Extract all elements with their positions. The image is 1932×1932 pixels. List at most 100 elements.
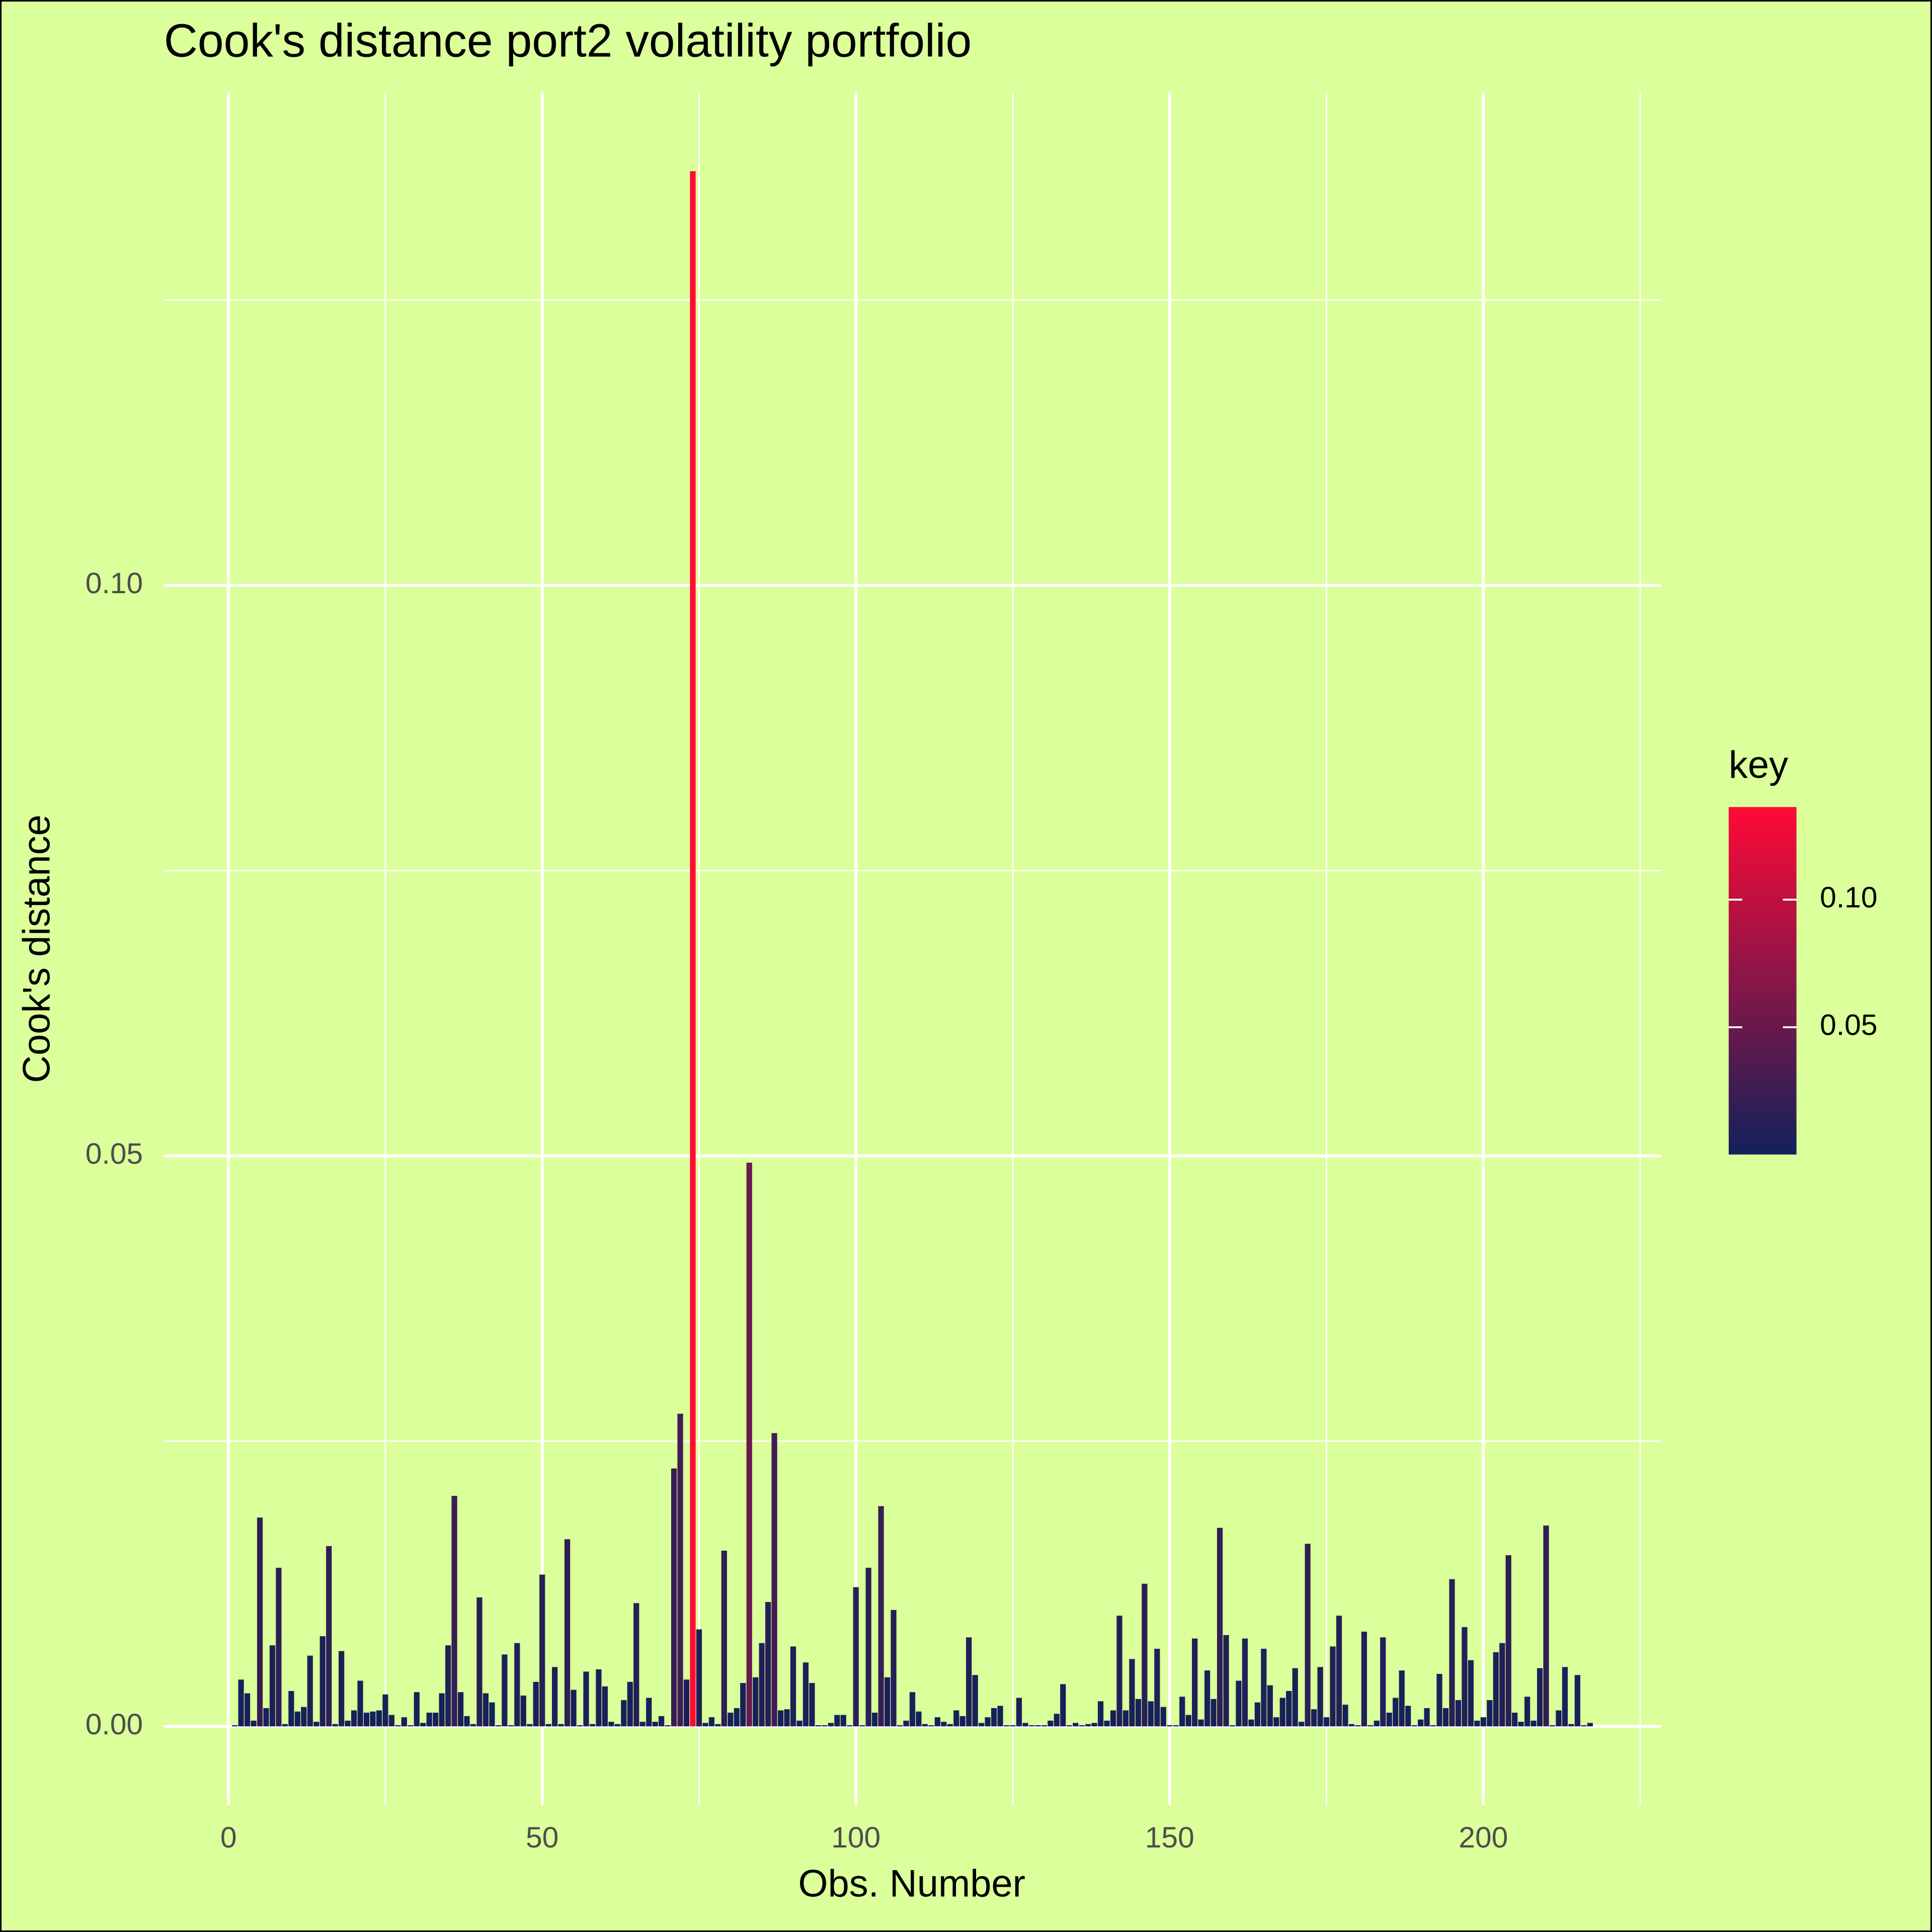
bar xyxy=(1417,1719,1424,1727)
y-tick-label: 0.05 xyxy=(86,1138,143,1170)
bar xyxy=(1474,1720,1480,1727)
bar xyxy=(1267,1685,1273,1727)
bar xyxy=(269,1645,276,1727)
bar xyxy=(765,1602,771,1727)
bar xyxy=(433,1713,439,1727)
x-tick-label: 50 xyxy=(526,1821,558,1854)
bar xyxy=(1543,1525,1549,1727)
bar xyxy=(815,1725,822,1727)
bar xyxy=(451,1496,457,1727)
bar xyxy=(307,1655,313,1727)
bar xyxy=(1405,1706,1411,1727)
bar xyxy=(884,1677,891,1727)
bar xyxy=(759,1643,765,1727)
bar xyxy=(1185,1715,1191,1727)
bar xyxy=(589,1724,596,1727)
x-tick-label: 0 xyxy=(220,1821,237,1854)
bar xyxy=(1361,1632,1367,1727)
bar xyxy=(1254,1702,1260,1727)
bar xyxy=(351,1710,357,1727)
bar xyxy=(520,1696,526,1727)
bar xyxy=(495,1725,502,1727)
y-tick-label: 0.10 xyxy=(86,567,143,600)
bar xyxy=(646,1698,652,1727)
bar xyxy=(997,1706,1003,1727)
x-axis-title: Obs. Number xyxy=(798,1862,1025,1905)
bar xyxy=(1135,1699,1142,1727)
bar xyxy=(1073,1723,1079,1727)
bar xyxy=(1512,1713,1518,1727)
bar xyxy=(1424,1708,1430,1727)
bar xyxy=(1462,1627,1468,1727)
bar xyxy=(614,1724,620,1727)
bar xyxy=(1060,1684,1066,1727)
bar xyxy=(934,1717,940,1727)
bar xyxy=(1574,1675,1580,1727)
bar xyxy=(388,1715,395,1727)
bar xyxy=(1173,1725,1179,1727)
bar xyxy=(1299,1722,1305,1727)
bar xyxy=(1116,1616,1122,1727)
bar xyxy=(721,1551,727,1727)
bar xyxy=(1198,1719,1204,1727)
bar xyxy=(1336,1616,1342,1727)
bar xyxy=(840,1715,846,1727)
bar xyxy=(1305,1544,1311,1727)
bar xyxy=(527,1724,533,1727)
bar xyxy=(1261,1649,1267,1727)
bar xyxy=(1066,1725,1072,1727)
bar xyxy=(878,1506,884,1727)
bar xyxy=(596,1669,602,1727)
bar xyxy=(1010,1725,1016,1727)
bar xyxy=(238,1679,244,1727)
bar xyxy=(339,1651,345,1727)
bar xyxy=(1054,1714,1060,1727)
bar xyxy=(702,1723,708,1727)
bar xyxy=(1518,1722,1524,1727)
bar xyxy=(1581,1725,1587,1727)
bar xyxy=(1142,1583,1148,1727)
bar xyxy=(457,1692,464,1727)
x-tick-label: 100 xyxy=(831,1821,880,1854)
legend-tick-label: 0.05 xyxy=(1820,1009,1877,1041)
bar xyxy=(1499,1643,1505,1727)
bar xyxy=(1311,1709,1317,1727)
bar xyxy=(1279,1698,1285,1727)
bar xyxy=(972,1675,978,1727)
bar xyxy=(301,1707,307,1727)
bar xyxy=(1129,1659,1135,1727)
bar xyxy=(734,1708,740,1727)
legend-tick-label: 0.10 xyxy=(1820,881,1877,914)
bar xyxy=(659,1716,665,1727)
bar xyxy=(1097,1701,1104,1727)
bar xyxy=(1568,1724,1574,1727)
bar xyxy=(401,1717,407,1727)
chart-title: Cook's distance port2 volatility portfol… xyxy=(164,15,972,67)
bar xyxy=(445,1645,451,1727)
bar xyxy=(1531,1720,1537,1727)
bar xyxy=(1110,1710,1116,1727)
bar xyxy=(777,1710,784,1727)
bar xyxy=(294,1711,300,1727)
bar xyxy=(822,1725,828,1727)
bar xyxy=(1211,1699,1217,1727)
bar xyxy=(1367,1725,1374,1727)
bar xyxy=(991,1708,997,1727)
bar xyxy=(357,1680,363,1727)
bar xyxy=(928,1725,934,1727)
bar xyxy=(420,1723,426,1727)
bar xyxy=(1154,1649,1160,1727)
bar xyxy=(1217,1527,1223,1727)
bar xyxy=(1537,1668,1543,1727)
bar xyxy=(276,1568,282,1727)
bar xyxy=(1079,1725,1085,1727)
bar xyxy=(1242,1638,1248,1727)
bar xyxy=(1399,1670,1405,1727)
bar xyxy=(395,1725,401,1727)
bar xyxy=(1148,1701,1154,1727)
bar xyxy=(683,1679,690,1727)
bar xyxy=(1286,1691,1292,1727)
bar xyxy=(345,1720,351,1727)
bar xyxy=(796,1720,802,1727)
